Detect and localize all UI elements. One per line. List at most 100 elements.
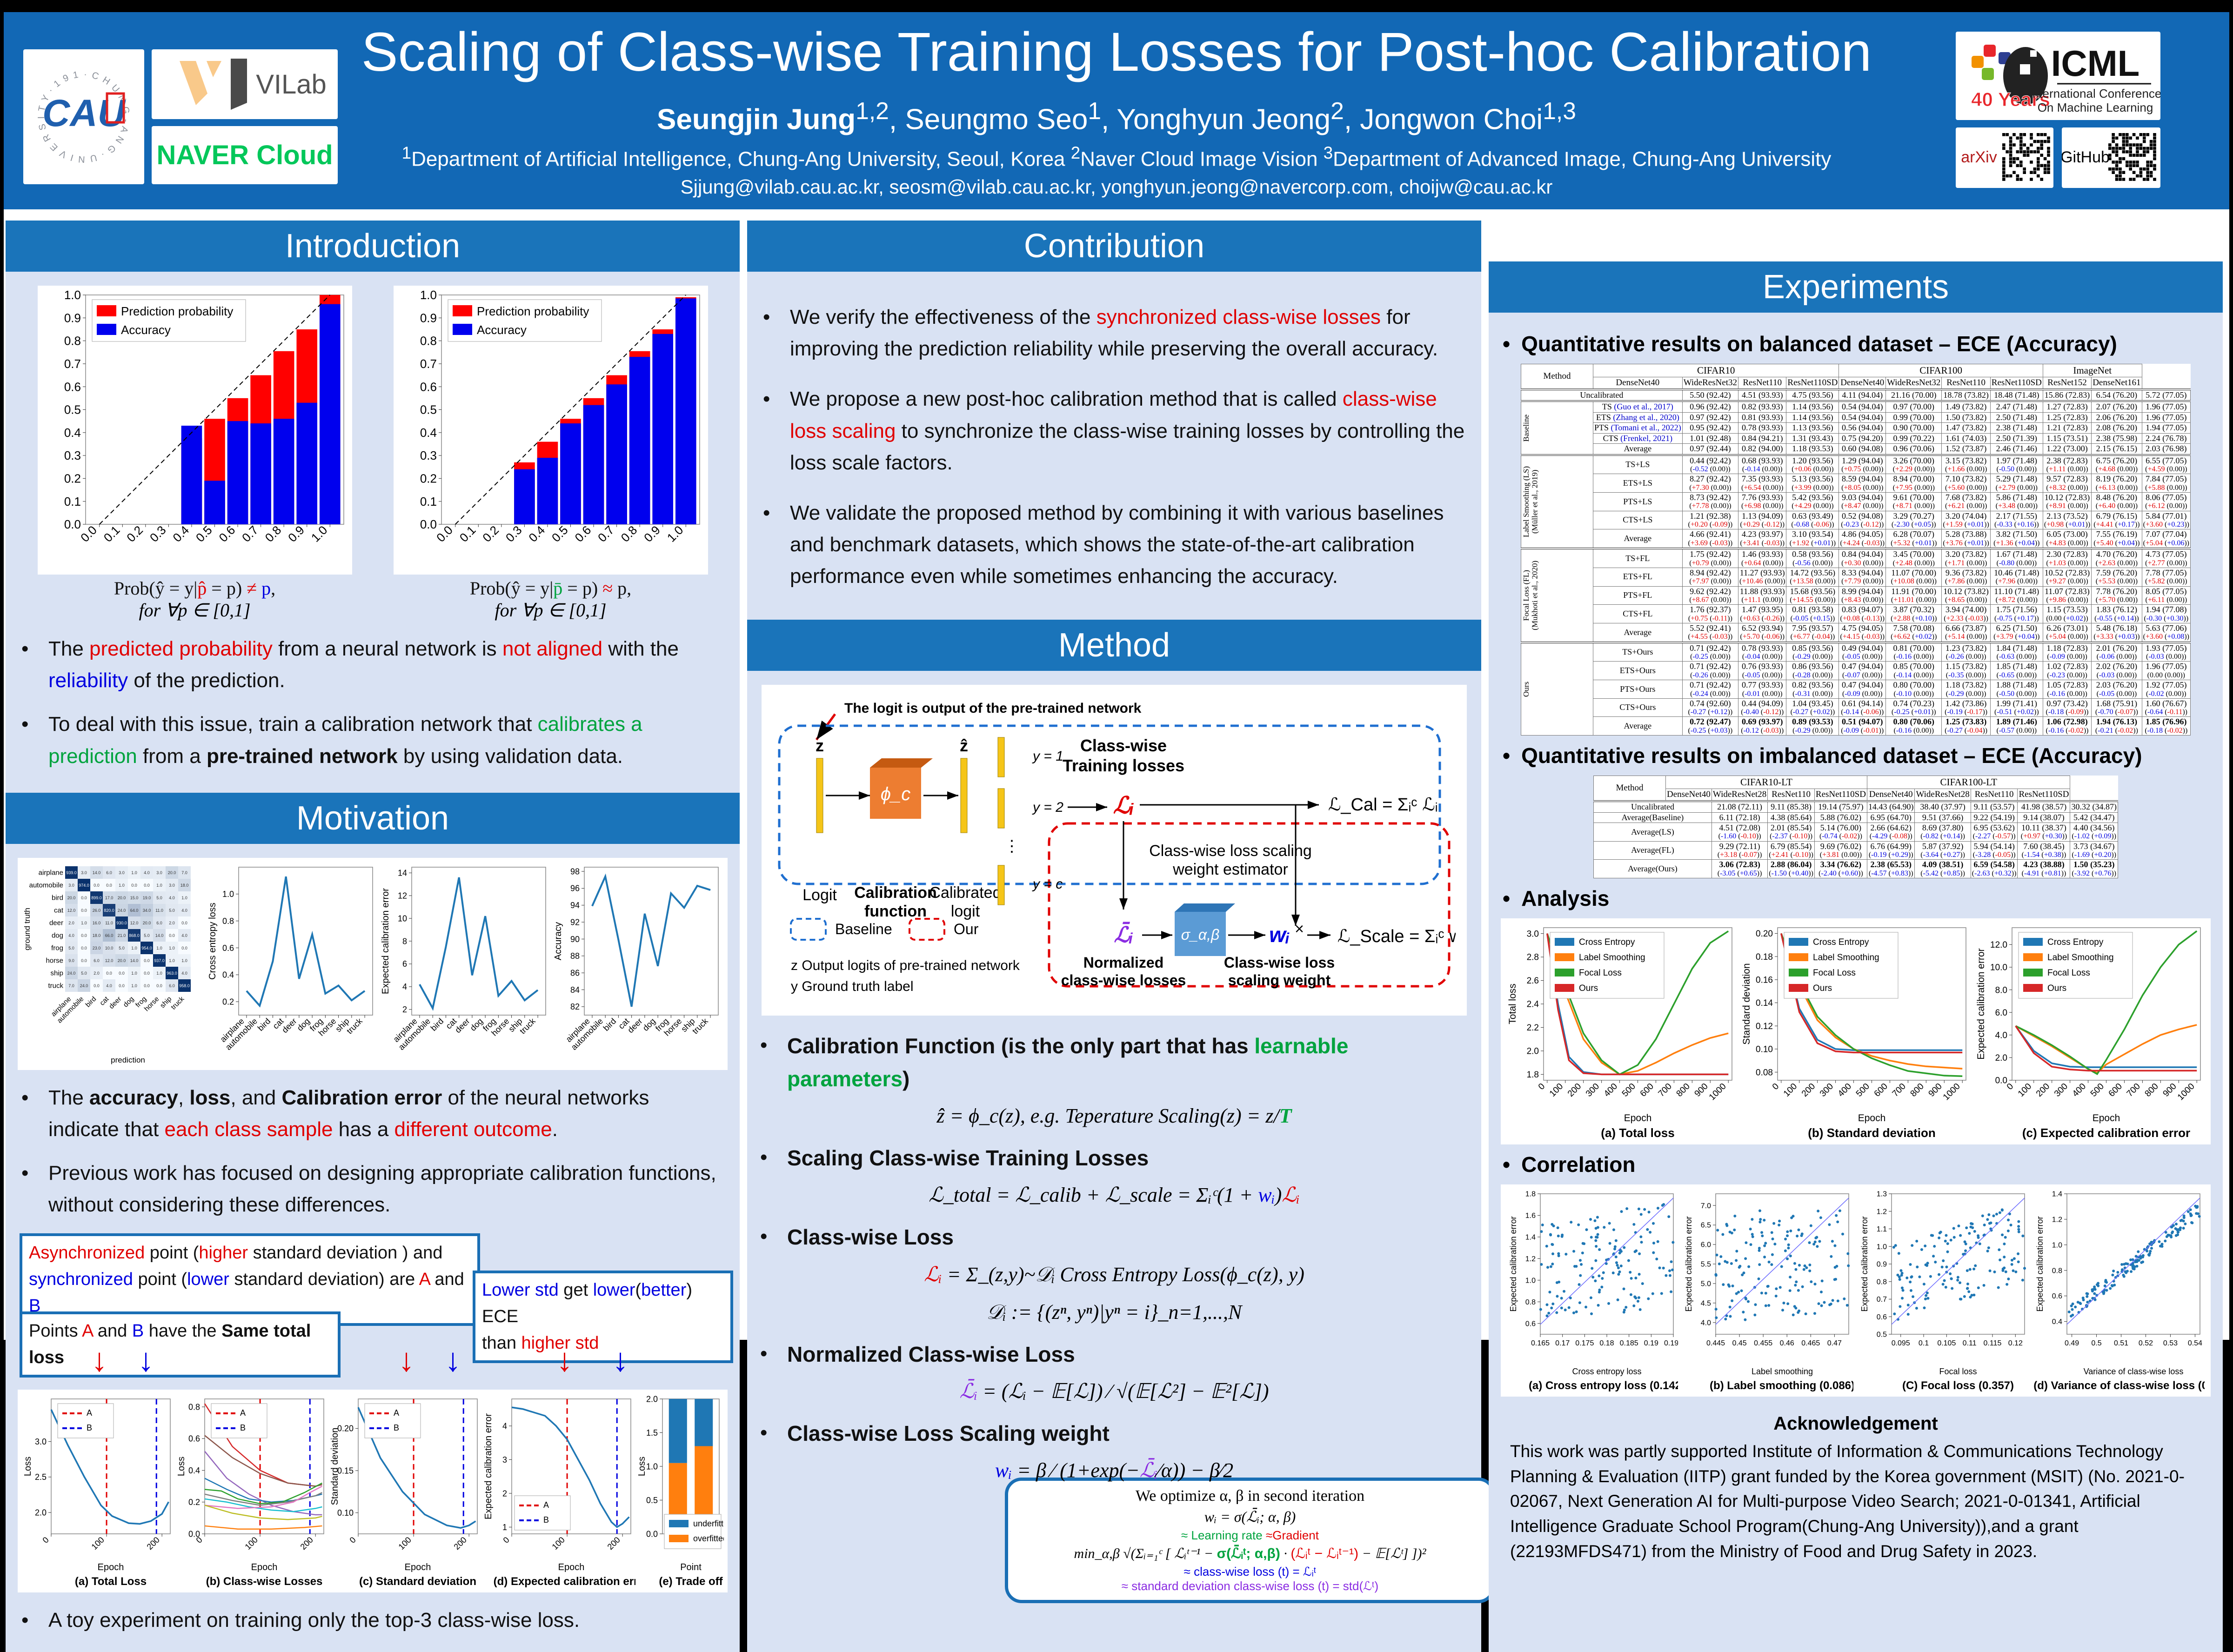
svg-text:4.0: 4.0 xyxy=(68,933,74,938)
affil-sup: 3 xyxy=(1323,143,1333,162)
svg-text:2.0: 2.0 xyxy=(94,971,100,976)
table-cell: 1.47 (93.95) (+0.63 (-0.26)) xyxy=(1738,604,1787,623)
svg-text:0.6: 0.6 xyxy=(188,1434,200,1443)
group-label: Baseline xyxy=(1520,400,1593,455)
text-run: p̂ xyxy=(197,578,207,599)
text-run: − 𝔼[ℒᵗ] ])² xyxy=(1358,1546,1426,1562)
svg-text:8: 8 xyxy=(402,936,407,946)
table-cell: 0.82 (94.00) xyxy=(1738,443,1787,455)
tradeoff-chart: 0.00.51.01.52.0ABunderfittedoverfittedLo… xyxy=(637,1394,724,1588)
svg-text:0.18: 0.18 xyxy=(1599,1339,1614,1347)
svg-text:3.0: 3.0 xyxy=(68,883,74,888)
svg-text:0.095: 0.095 xyxy=(1891,1339,1910,1347)
svg-text:600: 600 xyxy=(1872,1082,1890,1099)
table-cell: 1.96 (77.05) xyxy=(2141,400,2191,413)
correlation-chart-4: 0.4 0.6 0.8 1.0 1.2 1.4 0.49 0.5 0.51 0.52 0.53 0.5… xyxy=(2033,1191,2205,1392)
svg-text:B: B xyxy=(543,1515,549,1525)
svg-text:26.0: 26.0 xyxy=(92,908,100,913)
svg-text:12.0: 12.0 xyxy=(105,958,113,963)
svg-text:0.4: 0.4 xyxy=(170,523,192,545)
svg-text:bird: bird xyxy=(52,894,63,902)
annotation-box-3: Lower std get lower(better) ECE than high… xyxy=(473,1270,733,1363)
table-cell: 2.06 (76.20) xyxy=(2091,412,2142,423)
text-run: synchronized class-wise losses xyxy=(1096,306,1381,328)
text-run: synchronized xyxy=(29,1269,133,1289)
text-run: higher xyxy=(199,1243,248,1263)
svg-text:0: 0 xyxy=(41,1535,51,1545)
svg-text:24.0: 24.0 xyxy=(67,971,75,976)
table-cell: 3.94 (74.00) (+2.33 (-0.03)) xyxy=(1941,604,1991,623)
text-run: · xyxy=(1280,1546,1291,1562)
svg-text:Our: Our xyxy=(954,921,979,937)
svg-text:Class-wise: Class-wise xyxy=(1080,736,1167,755)
text-run: from a neural network is xyxy=(272,637,502,660)
svg-text:200: 200 xyxy=(1566,1082,1583,1099)
ack-text: This work was partly supported Institute… xyxy=(1510,1442,2185,1561)
text-run: ℒ_total = ℒ_calib + ℒ_scale = Σᵢᶜ(1 + xyxy=(929,1184,1258,1207)
svg-text:20.0: 20.0 xyxy=(142,921,151,925)
class-line-chart-2: 2468101214airplaneautomobilebirdcatdeerd… xyxy=(381,867,546,1052)
column-right: Experiments • Quantitative results on bal… xyxy=(1489,221,2223,1652)
svg-text:0.0: 0.0 xyxy=(81,958,87,963)
introduction-block: 0.0 0.1 0.2 0.3 0.4 0.5 0.6 0.7 0.8 0.9 1.0 0.0 0.1 0… xyxy=(6,274,740,793)
svg-text:0.7: 0.7 xyxy=(595,523,617,545)
table-cell: 1.25 (73.83) (-0.27 (-0.04)) xyxy=(1941,716,1991,736)
svg-text:0.1: 0.1 xyxy=(100,523,122,545)
svg-text:24.0: 24.0 xyxy=(117,908,126,913)
svg-text:1000: 1000 xyxy=(1941,1082,1962,1103)
table-cell: 9.03 (94.04) (+8.47 (0.00)) xyxy=(1839,492,1886,511)
text-run: Calibration error xyxy=(281,1086,442,1109)
table-cell: 4.38 (85.64) xyxy=(1767,812,1815,823)
total-loss-chart: 2.0 2.5 3.0 0 100 200 AB Loss Epoch (a) Total Los… xyxy=(23,1398,171,1588)
svg-text:4.0: 4.0 xyxy=(181,971,187,976)
svg-text:0.0: 0.0 xyxy=(94,883,100,888)
table-cell: 0.75 (94.20) xyxy=(1839,433,1886,444)
text-run: point ( xyxy=(145,1243,199,1263)
table-cell: 0.82 (93.93) xyxy=(1738,400,1787,413)
table-cell: 0.44 (92.42) (-0.52 (0.00)) xyxy=(1682,454,1739,475)
svg-text:(a) Total loss: (a) Total loss xyxy=(1601,1126,1674,1140)
table-cell: 8.94 (92.42) (+7.97 (0.00)) xyxy=(1682,567,1739,587)
text-run: Calibration Function xyxy=(787,1033,996,1058)
text-run: We validate the proposed method by combi… xyxy=(790,501,1444,588)
table-cell: 5.13 (93.56) (+3.99 (0.00)) xyxy=(1786,474,1839,493)
svg-text:0.08: 0.08 xyxy=(1756,1068,1773,1077)
table-cell: 11.88 (93.93) (+11.1 (0.00)) xyxy=(1738,586,1787,605)
col-model: DenseNet161 xyxy=(2091,377,2142,390)
svg-text:0.1: 0.1 xyxy=(1919,1339,1929,1347)
callout-sub: wᵢ = σ(ℒ̄ᵢ; α, β) xyxy=(1204,1508,1296,1525)
table-cell: 8.99 (94.04) (+8.43 (0.00)) xyxy=(1839,586,1886,605)
svg-text:Cross entropy loss: Cross entropy loss xyxy=(1572,1367,1641,1376)
table-cell: 0.74 (70.23) (-0.25 (+0.01)) xyxy=(1885,698,1942,717)
table-cell: 2.03 (76.20) (-0.05 (0.00)) xyxy=(2091,680,2142,699)
svg-text:14: 14 xyxy=(398,868,407,877)
toy-bullet: • A toy experiment on training only the t… xyxy=(17,1605,729,1636)
svg-text:4.0: 4.0 xyxy=(181,933,187,938)
text-run: not aligned xyxy=(502,637,603,660)
text-run: ẑ = ϕ_c(z), e.g. Teperature Scaling(z) =… xyxy=(936,1104,1279,1128)
table-row: CTS+LS 1.21 (92.38) (+0.20 (-0.09)) 1.13 (… xyxy=(1521,510,2191,530)
svg-text:0.0: 0.0 xyxy=(78,523,100,545)
svg-text:Calibrated: Calibrated xyxy=(929,884,1002,902)
group-label: Ours xyxy=(1520,641,1593,736)
table-cell: 5.63 (77.06) (+3.60 (+0.08)) xyxy=(2141,622,2191,643)
table-cell: 8.33 (94.04) (+7.79 (0.00)) xyxy=(1839,567,1886,587)
svg-text:937.0: 937.0 xyxy=(154,958,165,963)
svg-text:1.1: 1.1 xyxy=(1877,1225,1887,1233)
text-run: Scaling Class-wise Training Losses xyxy=(787,1146,1149,1170)
svg-text:700: 700 xyxy=(1657,1082,1674,1099)
correlation-chart-2: 4.0 4.5 5.0 5.5 6.0 6.5 7.0 0.445 0.45 0.455 0.46 0… xyxy=(1684,1193,1853,1392)
table-cell: 7.76 (93.93) (+6.98 (0.00)) xyxy=(1738,492,1787,511)
svg-text:Point: Point xyxy=(680,1562,702,1572)
text-run: We verify the effectiveness of the xyxy=(790,306,1096,328)
table-cell: 1.75 (92.42) (+0.79 (0.00)) xyxy=(1682,548,1739,568)
svg-text:y = c: y = c xyxy=(1032,876,1063,892)
table-cell: 4.40 (34.56) (-1.02 (+0.09)) xyxy=(2070,823,2118,842)
row-label: CTS+FL xyxy=(1592,604,1683,623)
svg-text:1.0: 1.0 xyxy=(664,523,686,545)
svg-text:930.0: 930.0 xyxy=(116,921,127,925)
table-cell: 21.08 (72.11) xyxy=(1711,800,1768,813)
svg-text:1.2: 1.2 xyxy=(2052,1216,2062,1224)
col-model: WideResNet28 xyxy=(1914,789,1971,802)
table-cell: 1.23 (73.82) (-0.26 (0.00)) xyxy=(1941,641,1991,662)
